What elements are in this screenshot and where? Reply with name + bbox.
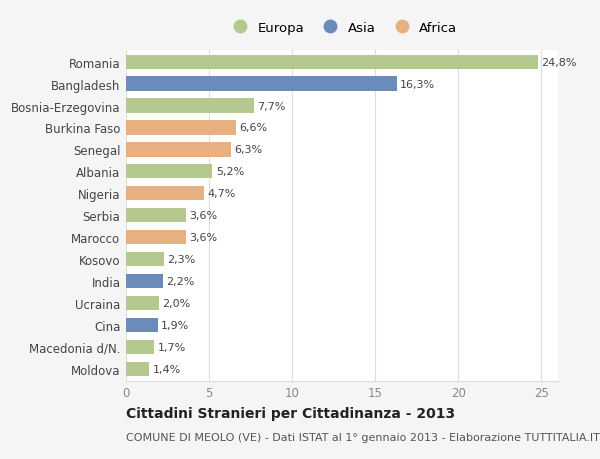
Bar [126, 165, 212, 179]
Bar [126, 230, 186, 245]
Bar [126, 274, 163, 289]
Legend: Europa, Asia, Africa: Europa, Asia, Africa [224, 19, 460, 37]
Text: 2,3%: 2,3% [167, 254, 196, 264]
Bar [126, 99, 254, 113]
Bar [126, 340, 154, 354]
Bar [126, 209, 186, 223]
Text: 3,6%: 3,6% [189, 233, 217, 243]
Bar [126, 77, 397, 91]
Text: Cittadini Stranieri per Cittadinanza - 2013: Cittadini Stranieri per Cittadinanza - 2… [126, 406, 455, 420]
Bar [126, 121, 236, 135]
Text: 5,2%: 5,2% [216, 167, 244, 177]
Text: 6,3%: 6,3% [234, 145, 262, 155]
Text: 16,3%: 16,3% [400, 79, 435, 90]
Bar [126, 362, 149, 376]
Text: 7,7%: 7,7% [257, 101, 286, 111]
Text: 1,4%: 1,4% [152, 364, 181, 374]
Text: 6,6%: 6,6% [239, 123, 267, 133]
Text: 2,2%: 2,2% [166, 276, 194, 286]
Text: COMUNE DI MEOLO (VE) - Dati ISTAT al 1° gennaio 2013 - Elaborazione TUTTITALIA.I: COMUNE DI MEOLO (VE) - Dati ISTAT al 1° … [126, 432, 600, 442]
Text: 1,7%: 1,7% [158, 342, 186, 352]
Text: 24,8%: 24,8% [541, 57, 577, 67]
Bar [126, 318, 158, 332]
Text: 3,6%: 3,6% [189, 211, 217, 221]
Text: 1,9%: 1,9% [161, 320, 189, 330]
Bar [126, 143, 230, 157]
Text: 4,7%: 4,7% [208, 189, 236, 199]
Bar [126, 56, 538, 70]
Bar [126, 296, 159, 310]
Bar [126, 187, 204, 201]
Text: 2,0%: 2,0% [163, 298, 191, 308]
Bar [126, 252, 164, 267]
